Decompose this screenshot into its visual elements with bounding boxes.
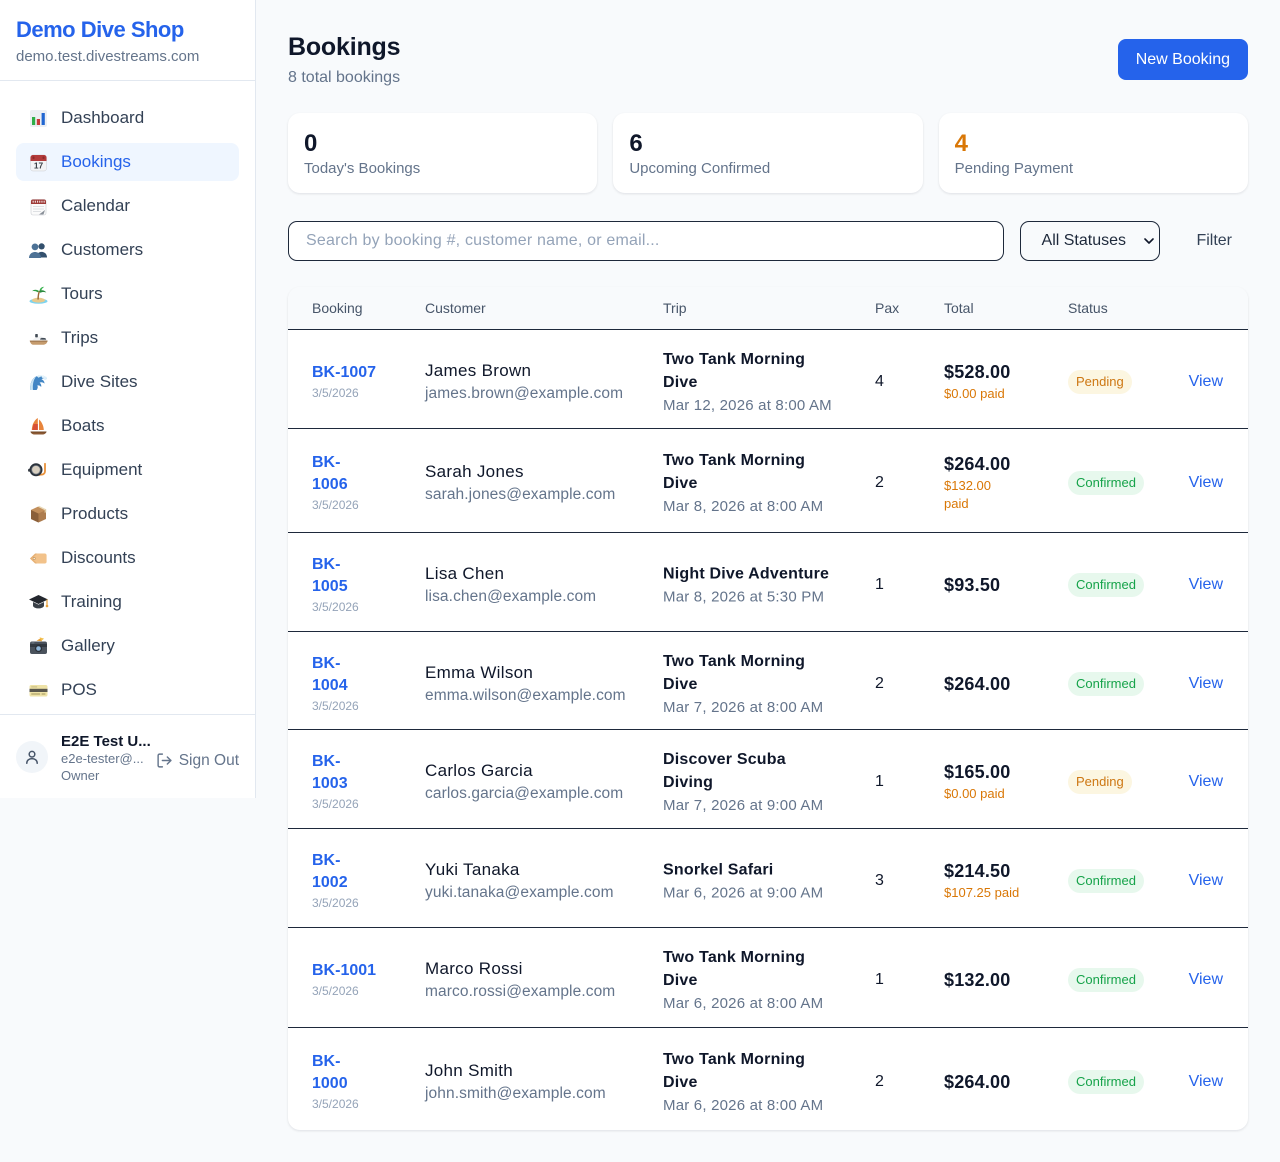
svg-text:17: 17 (34, 160, 44, 170)
